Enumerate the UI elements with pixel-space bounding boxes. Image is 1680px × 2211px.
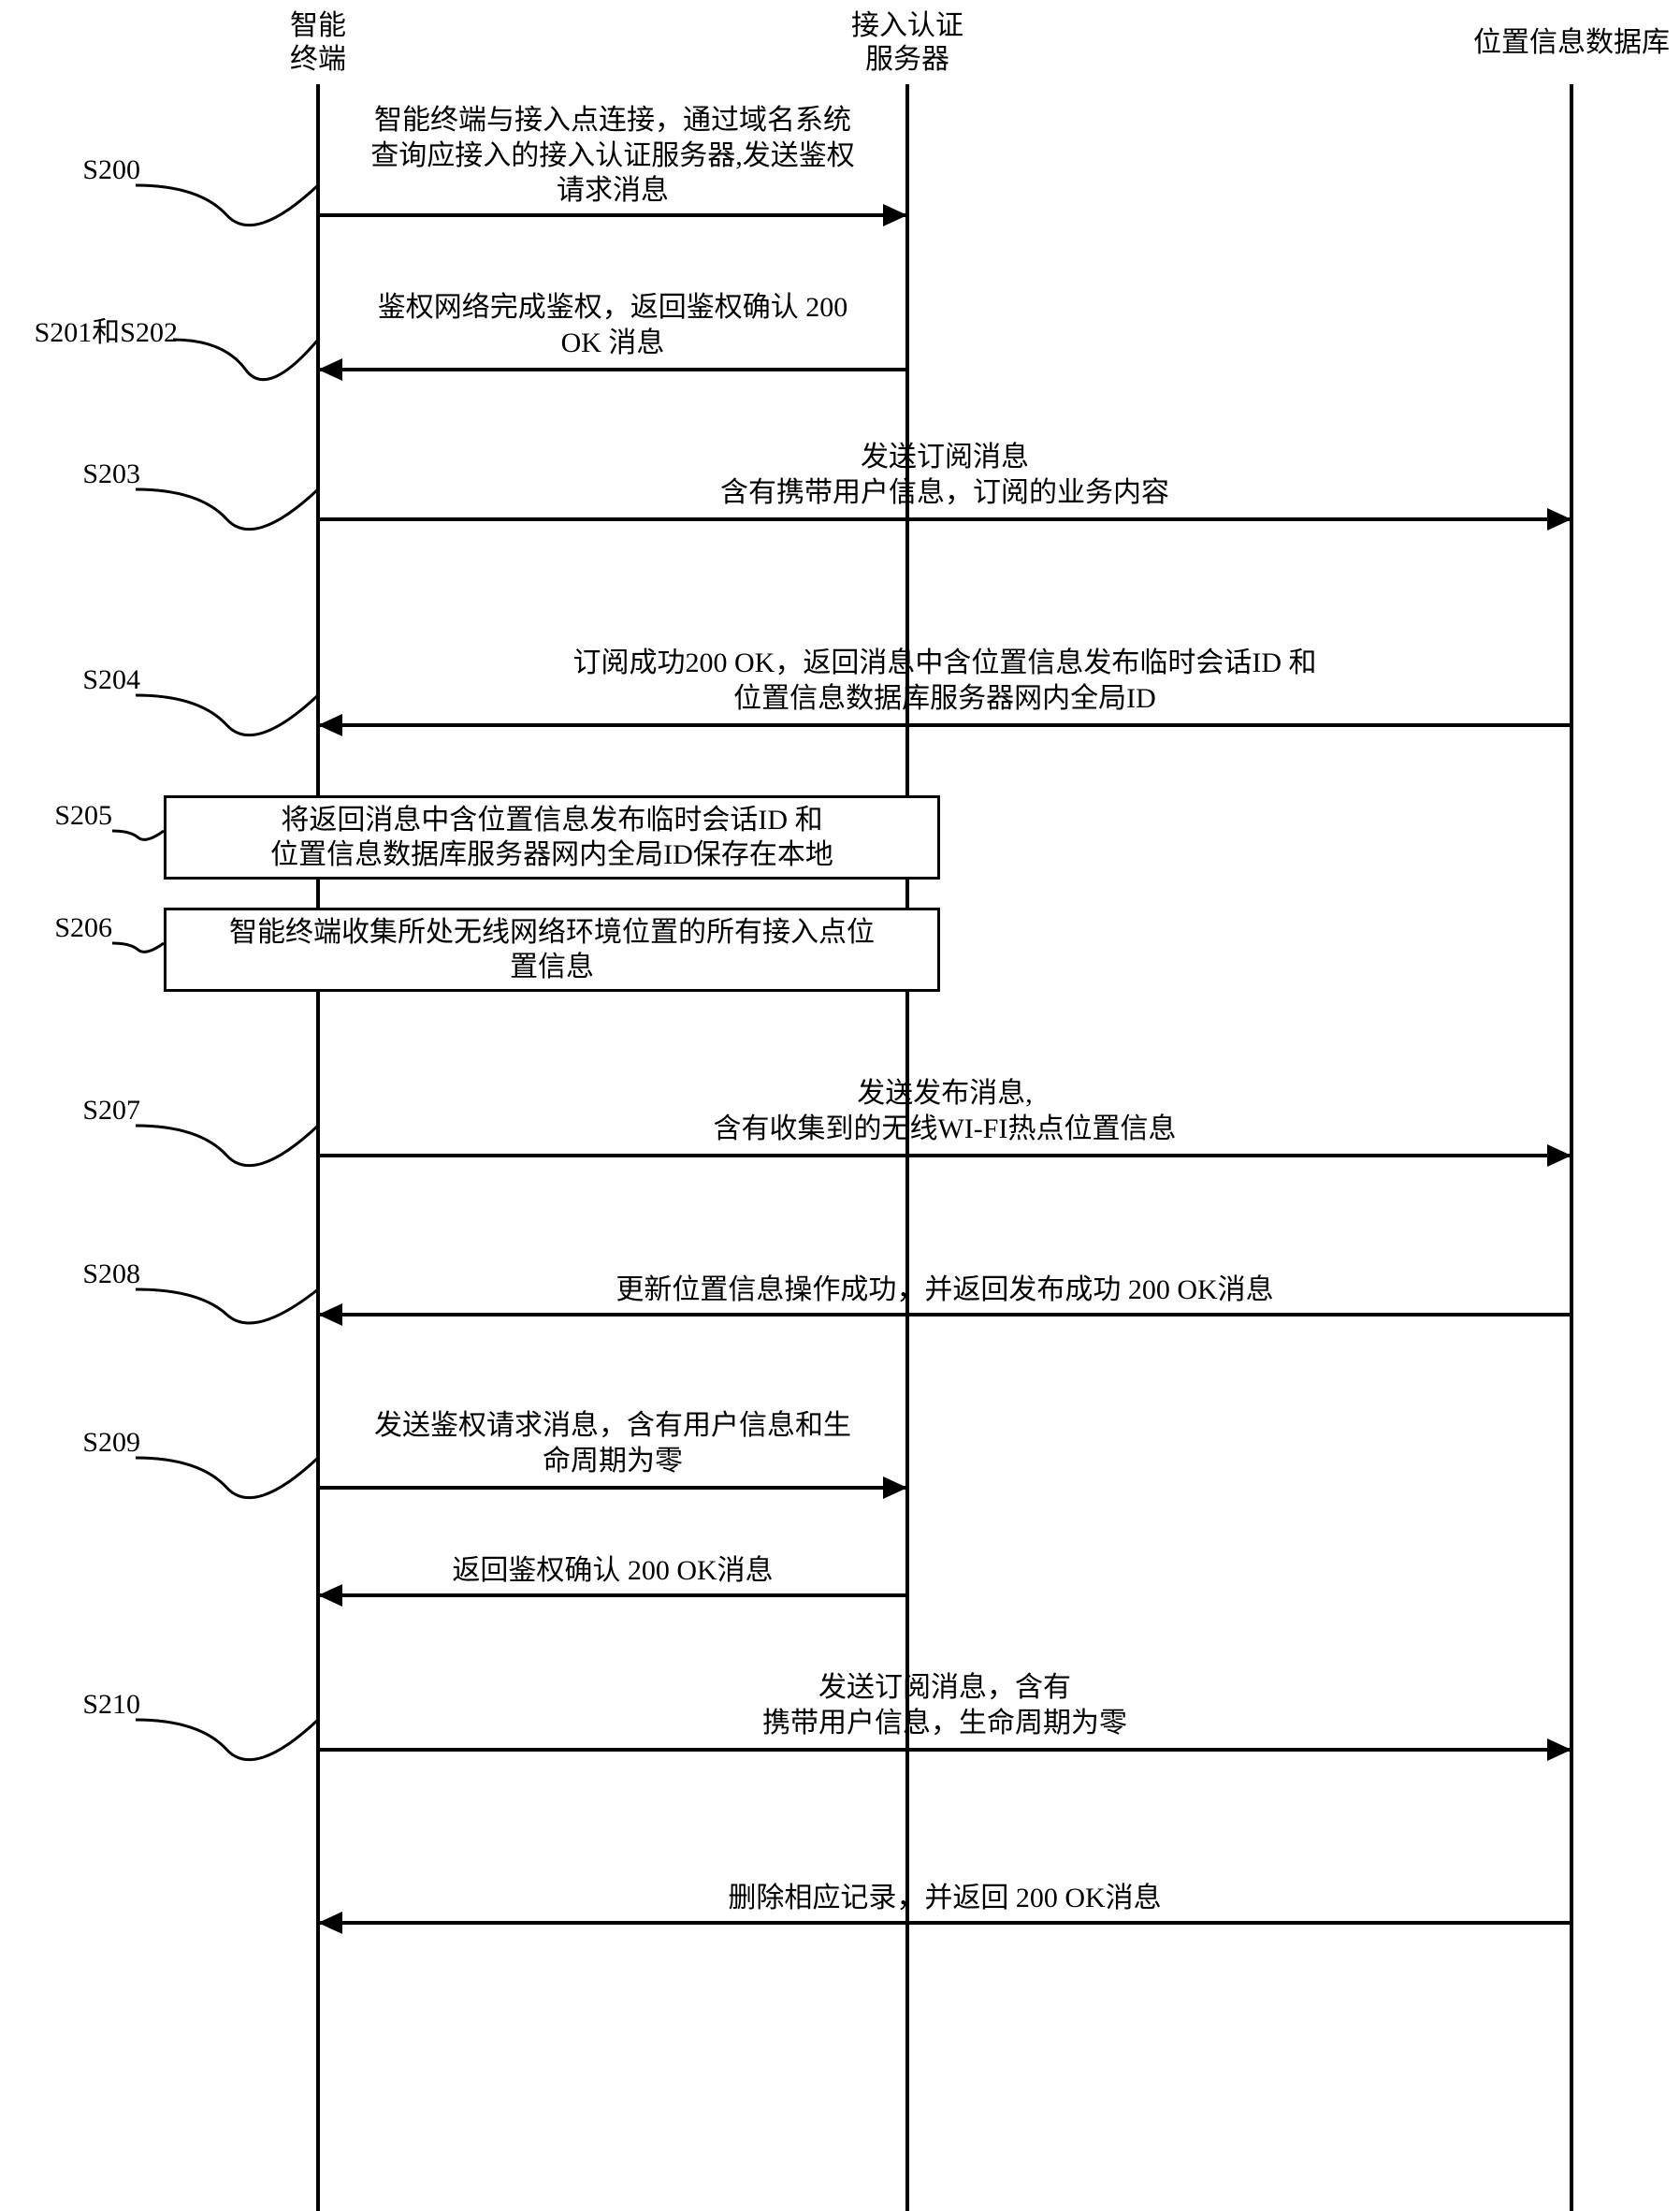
msg-text-m210a: 发送订阅消息，含有 携带用户信息，生命周期为零 (337, 1670, 1553, 1740)
step-label-s205: S205 (37, 800, 112, 832)
msg-text-m210b: 删除相应记录，并返回 200 OK消息 (337, 1881, 1553, 1916)
step-label-s200: S200 (65, 154, 140, 186)
step-label-s206: S206 (37, 912, 112, 944)
step-label-s204: S204 (65, 664, 140, 696)
msg-text-m204: 订阅成功200 OK，返回消息中含位置信息发布临时会话ID 和 位置信息数据库服… (337, 646, 1553, 716)
op-box-m205: 将返回消息中含位置信息发布临时会话ID 和 位置信息数据库服务器网内全局ID保存… (164, 795, 940, 880)
msg-text-m201: 鉴权网络完成鉴权，返回鉴权确认 200 OK 消息 (332, 290, 893, 360)
msg-text-m209b: 返回鉴权确认 200 OK消息 (332, 1553, 893, 1589)
msg-text-m208: 更新位置信息操作成功，并返回发布成功 200 OK消息 (337, 1273, 1553, 1308)
step-label-s201-202: S201和S202 (19, 309, 178, 350)
op-box-text-m206: 智能终端收集所处无线网络环境位置的所有接入点位 置信息 (229, 915, 875, 985)
step-label-s209: S209 (65, 1427, 140, 1459)
step-label-s208: S208 (65, 1258, 140, 1290)
step-label-s210: S210 (65, 1689, 140, 1721)
step-label-s203: S203 (65, 458, 140, 490)
msg-text-m209a: 发送鉴权请求消息，含有用户信息和生 命周期为零 (332, 1408, 893, 1478)
step-label-s207: S207 (65, 1095, 140, 1127)
op-box-m206: 智能终端收集所处无线网络环境位置的所有接入点位 置信息 (164, 908, 940, 992)
msg-text-m203: 发送订阅消息 含有携带用户信息，订阅的业务内容 (337, 440, 1553, 510)
op-box-text-m205: 将返回消息中含位置信息发布临时会话ID 和 位置信息数据库服务器网内全局ID保存… (270, 803, 833, 873)
msg-text-m207: 发送发布消息, 含有收集到的无线WI-FI热点位置信息 (337, 1076, 1553, 1146)
msg-text-m200: 智能终端与接入点连接，通过域名系统 查询应接入的接入认证服务器,发送鉴权 请求消… (332, 103, 893, 209)
